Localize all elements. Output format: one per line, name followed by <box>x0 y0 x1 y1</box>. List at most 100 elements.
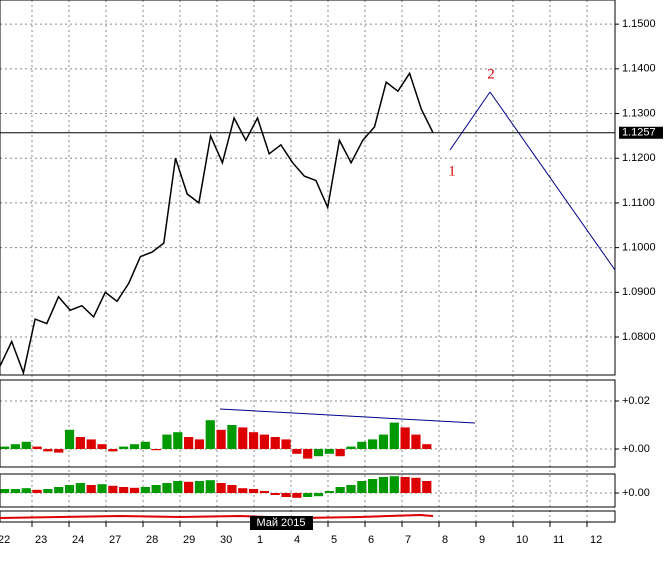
osc-bar <box>411 434 421 449</box>
x-tick-label: 6 <box>368 534 374 546</box>
x-tick-label: 24 <box>72 534 84 546</box>
osc-bar <box>64 429 75 449</box>
y-tick-label: 1.1200 <box>622 152 656 164</box>
last-price-label: 1.1257 <box>622 127 656 139</box>
osc-bar <box>129 487 140 493</box>
osc-bar <box>97 444 107 449</box>
osc-bar <box>32 489 42 493</box>
osc-bar <box>346 485 356 493</box>
y-tick-label: 1.1100 <box>622 197 655 209</box>
trend-line <box>219 408 476 424</box>
osc-bar <box>389 476 399 493</box>
osc-bar <box>346 446 356 449</box>
osc-bar <box>400 427 410 449</box>
price-panel <box>0 0 616 376</box>
osc-bar <box>303 449 313 459</box>
osc-bar <box>21 488 31 493</box>
osc-bar <box>184 481 194 493</box>
osc-bar <box>184 437 194 449</box>
osc-bar <box>0 446 10 449</box>
period-label: Май 2015 <box>256 517 305 529</box>
osc2-panel <box>0 473 616 508</box>
x-tick-label: 4 <box>294 534 300 546</box>
osc-bar <box>140 441 150 449</box>
y-tick-label: 1.1000 <box>622 242 656 254</box>
y-tick-label: +0.00 <box>622 487 650 499</box>
osc-bar <box>281 439 291 449</box>
osc-bar <box>292 493 302 498</box>
osc-bar <box>21 441 31 449</box>
osc-bar <box>216 483 226 493</box>
osc-bar <box>205 420 215 449</box>
osc-bar <box>75 437 85 449</box>
wave-line <box>449 91 491 151</box>
osc-bar <box>54 449 64 453</box>
y-tick-label: +0.00 <box>622 443 650 455</box>
osc-bar <box>151 449 161 451</box>
osc-bar <box>43 489 53 493</box>
x-tick-label: 10 <box>516 534 528 546</box>
osc-bar <box>248 432 259 449</box>
x-tick-label: 29 <box>183 534 195 546</box>
x-tick-label: 8 <box>442 534 448 546</box>
grid <box>0 0 615 522</box>
wave-line <box>489 91 616 271</box>
osc-bar <box>227 425 237 449</box>
osc-bar <box>292 449 302 454</box>
osc-bar <box>97 484 107 493</box>
osc-bar <box>108 485 118 493</box>
osc-bar <box>281 493 291 497</box>
x-tick-label: 30 <box>220 534 232 546</box>
osc-bar <box>270 493 280 495</box>
x-tick-label: 28 <box>146 534 158 546</box>
osc-bar <box>259 491 270 493</box>
osc-bar <box>205 480 215 493</box>
period-box <box>250 516 313 530</box>
x-tick-label: 22 <box>0 534 10 546</box>
osc-bar <box>129 444 140 449</box>
y-tick-label: 1.0900 <box>622 286 656 298</box>
osc-bar <box>324 449 334 454</box>
osc-bar <box>10 489 21 493</box>
price-line <box>0 71 434 376</box>
osc-bar <box>378 477 389 493</box>
y-tick-label: 1.1300 <box>622 107 656 119</box>
osc-bar <box>313 449 324 457</box>
osc-bar <box>400 477 410 493</box>
wave-label: 1 <box>448 163 456 179</box>
osc-bar <box>303 493 313 497</box>
osc-bar <box>151 485 161 493</box>
osc-bar <box>422 481 432 493</box>
osc3-line <box>0 513 434 520</box>
osc-bar <box>108 449 118 452</box>
x-tick-label: 11 <box>553 534 564 546</box>
osc-bar <box>194 481 205 493</box>
osc-bar <box>162 483 172 493</box>
osc-bar <box>270 437 280 449</box>
x-tick-label: 5 <box>331 534 337 546</box>
osc-bar <box>313 493 324 497</box>
osc-bar <box>194 439 205 449</box>
osc-bar <box>368 439 378 449</box>
y-tick-label: +0.02 <box>622 395 650 407</box>
osc-bar <box>368 479 378 493</box>
x-tick-label: 12 <box>590 534 602 546</box>
osc-bar <box>173 481 183 493</box>
osc-bar <box>86 439 96 449</box>
osc-bar <box>140 487 150 493</box>
x-tick-label: 23 <box>35 534 47 546</box>
osc-bar <box>10 444 21 449</box>
y-tick-label: 1.1500 <box>622 18 656 30</box>
osc-bar <box>162 434 172 449</box>
x-tick-label: 7 <box>405 534 411 546</box>
osc-bar <box>54 487 64 493</box>
marks <box>0 71 434 498</box>
osc-bar <box>86 485 96 493</box>
osc-bar <box>248 489 259 493</box>
y-tick-label: 1.0800 <box>622 331 656 343</box>
osc-bar <box>0 489 10 493</box>
x-tick-label: 27 <box>109 534 121 546</box>
osc-bar <box>173 432 183 449</box>
osc-bar <box>227 485 237 493</box>
osc-bar <box>324 491 334 493</box>
